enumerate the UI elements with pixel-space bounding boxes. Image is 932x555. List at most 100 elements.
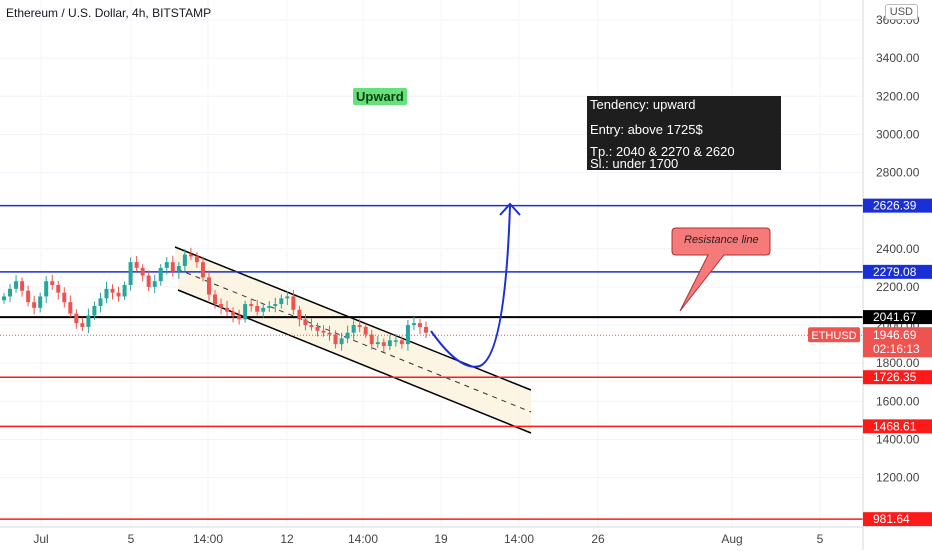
countdown-label: 02:16:13 [873, 342, 920, 356]
candle-body [14, 281, 19, 289]
candle-body [417, 323, 422, 327]
level-tag-label: 1726.35 [873, 370, 917, 384]
note-sl: Sl.: under 1700 [590, 156, 679, 171]
candle-body [80, 323, 85, 327]
candle-body [405, 325, 410, 345]
level-tag [863, 198, 932, 213]
candle-body [213, 294, 217, 305]
chart-title: Ethereum / U.S. Dollar, 4h, BITSTAMP [6, 6, 212, 20]
channel-fill [175, 247, 531, 433]
currency-button[interactable]: USD [884, 4, 918, 20]
candle-body [104, 288, 109, 299]
y-tick-label: 1200.00 [876, 471, 920, 485]
x-tick-label: Aug [721, 532, 742, 546]
candle-body [26, 290, 31, 303]
note-tendency: Tendency: upward [590, 97, 696, 112]
level-tag [863, 264, 932, 279]
level-tag-label: 2626.39 [873, 199, 917, 213]
price-levels [0, 204, 863, 520]
candle-body [194, 256, 199, 263]
descending-channel [174, 246, 532, 434]
candle-body [357, 325, 362, 327]
level-tag [863, 310, 932, 325]
candle-body [122, 285, 127, 297]
y-tick-label: 3000.00 [876, 127, 920, 141]
candle-body [279, 298, 284, 305]
candle-body [68, 302, 73, 314]
x-tick-label: 14:00 [348, 532, 378, 546]
candle-body [345, 332, 350, 339]
channel-mid-line [176, 268, 532, 413]
y-tick-label: 3400.00 [876, 51, 920, 65]
note-tp: Tp.: 2040 & 2270 & 2620 [590, 144, 735, 159]
current-price-label: 1946.69 [873, 328, 917, 342]
candle-body [255, 305, 260, 312]
level-tag-label: 2041.67 [873, 310, 917, 324]
y-tick-label: 1400.00 [876, 432, 920, 446]
candle-body [267, 305, 272, 308]
x-tick-label: 5 [817, 532, 824, 546]
candle-body [231, 311, 236, 316]
candle-body [50, 281, 55, 286]
current-price-tag [863, 327, 932, 358]
x-tick-label: 26 [591, 532, 605, 546]
candle-body [369, 334, 374, 345]
price-axis: 1200.001400.001600.001800.002000.002200.… [808, 0, 932, 550]
candle-body [20, 281, 25, 291]
projection-arrow [430, 202, 521, 368]
note-entry: Entry: above 1725$ [590, 122, 703, 137]
candle-body [291, 296, 296, 310]
candle-body [327, 332, 332, 335]
candle-body [273, 304, 278, 306]
candle-body [152, 281, 157, 287]
x-tick-label: 19 [434, 532, 448, 546]
candle-body [98, 298, 103, 306]
candle-body [146, 275, 151, 287]
resistance-callout [671, 227, 771, 312]
projection-curve [430, 205, 511, 368]
candle-body [38, 296, 43, 308]
candle-body [297, 309, 302, 320]
y-tick-label: 3200.00 [876, 89, 920, 103]
level-tag-label: 981.64 [873, 512, 910, 526]
candle-body [363, 326, 368, 335]
candle-body [116, 292, 121, 297]
candle-body [219, 304, 224, 308]
y-tick-label: 2400.00 [876, 242, 920, 256]
candle-body [2, 296, 6, 301]
candle-body [182, 254, 187, 266]
x-tick-label: Jul [33, 532, 48, 546]
candle-body [321, 330, 326, 333]
candle-body [206, 277, 211, 295]
level-tag-label: 1468.61 [873, 419, 917, 433]
candle-body [237, 315, 242, 320]
candle-body [92, 305, 97, 316]
x-tick-label: 14:00 [193, 532, 223, 546]
callout-bubble [671, 227, 771, 312]
candle-body [158, 267, 163, 282]
channel-upper-line [174, 246, 532, 391]
candle-body [309, 325, 314, 327]
x-tick-label: 12 [280, 532, 294, 546]
candle-body [56, 285, 61, 293]
candle-body [351, 325, 356, 333]
candle-body [285, 296, 290, 299]
candle-body [140, 267, 145, 276]
candle-body [399, 340, 404, 345]
trade-note-box: Tendency: upward Entry: above 1725$ Tp.:… [587, 96, 781, 171]
y-tick-label: 2200.00 [876, 280, 920, 294]
upward-label: Upward [353, 88, 407, 105]
time-axis: Jul 5 14:00 12 14:00 19 14:00 26 Aug 5 [0, 526, 863, 546]
projection-arrowhead [499, 202, 521, 216]
candle-body [243, 304, 248, 320]
symbol-tag [808, 327, 860, 343]
candle-body [188, 254, 193, 257]
channel-lower-line [177, 289, 532, 434]
candle-body [339, 338, 344, 345]
candle-body [303, 319, 308, 326]
candle-body [164, 262, 169, 268]
candle-body [128, 262, 133, 286]
candle-body [411, 323, 416, 326]
